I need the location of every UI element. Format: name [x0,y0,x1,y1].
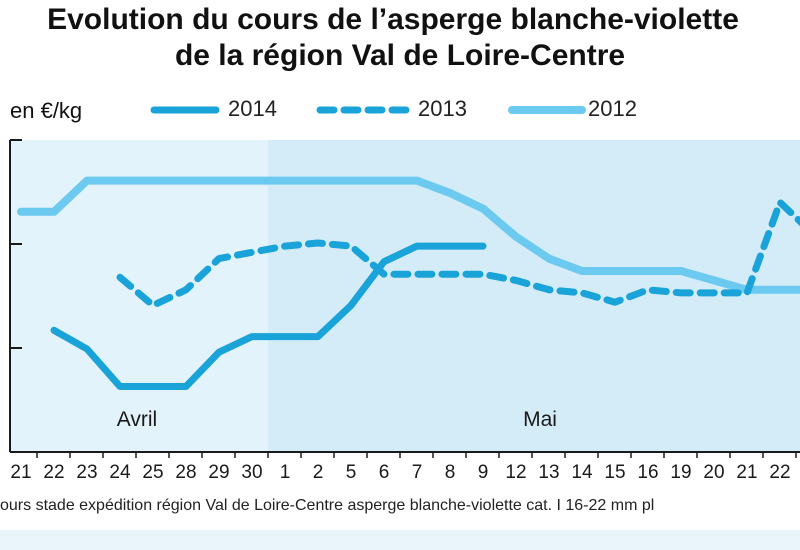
series-line-2014 [50,242,487,390]
x-tick-label: 21 [10,462,31,483]
legend-2012-swatch [508,106,586,114]
x-tick-label: 30 [241,462,262,483]
x-tick-label: 1 [280,462,291,483]
y-unit-label: en €/kg [10,98,83,123]
x-tick-label: 13 [538,462,559,483]
legend-2012-label: 2012 [588,96,637,121]
series-line-2013 [116,198,800,309]
legend-2013-label: 2013 [418,96,467,121]
x-tick-label: 25 [142,462,163,483]
x-tick-label: 23 [76,462,97,483]
footer-band [0,530,800,550]
chart-title-line1: Evolution du cours de l’asperge blanche-… [47,3,739,36]
x-tick-label: 21 [736,462,757,483]
x-tick-label: 22 [43,462,64,483]
legend-2013: 2013 [316,96,476,124]
x-tick-label: 29 [208,462,229,483]
x-tick-label: 22 [769,462,790,483]
x-tick-label: 28 [175,462,196,483]
chart-title: Evolution du cours de l’asperge blanche-… [0,2,800,74]
legend-2014-label: 2014 [228,96,277,121]
x-tick-label: 15 [604,462,625,483]
legend-2014-swatch [150,106,220,114]
may-band [268,140,800,452]
legend-2013-swatch [316,106,414,114]
x-tick-label: 19 [670,462,691,483]
x-tick-label: 16 [637,462,658,483]
x-tick-label: 20 [703,462,724,483]
x-tick-label: 6 [379,462,390,483]
x-tick-label: 24 [109,462,131,483]
x-tick-label: 14 [571,462,593,483]
chart-title-line2: de la région Val de Loire-Centre [174,39,626,72]
legend-2012: 2012 [508,96,668,124]
x-tick-label: 9 [478,462,489,483]
source-note: ours stade expédition région Val de Loir… [0,497,655,514]
x-tick-label: 8 [445,462,456,483]
x-tick-label: 2 [313,462,324,483]
month-label-avril: Avril [117,408,157,431]
x-tick-label: 5 [346,462,357,483]
x-tick-label: 7 [412,462,423,483]
x-tick-label: 12 [505,462,526,483]
month-label-mai: Mai [523,408,557,431]
legend-2014: 2014 [150,96,290,124]
